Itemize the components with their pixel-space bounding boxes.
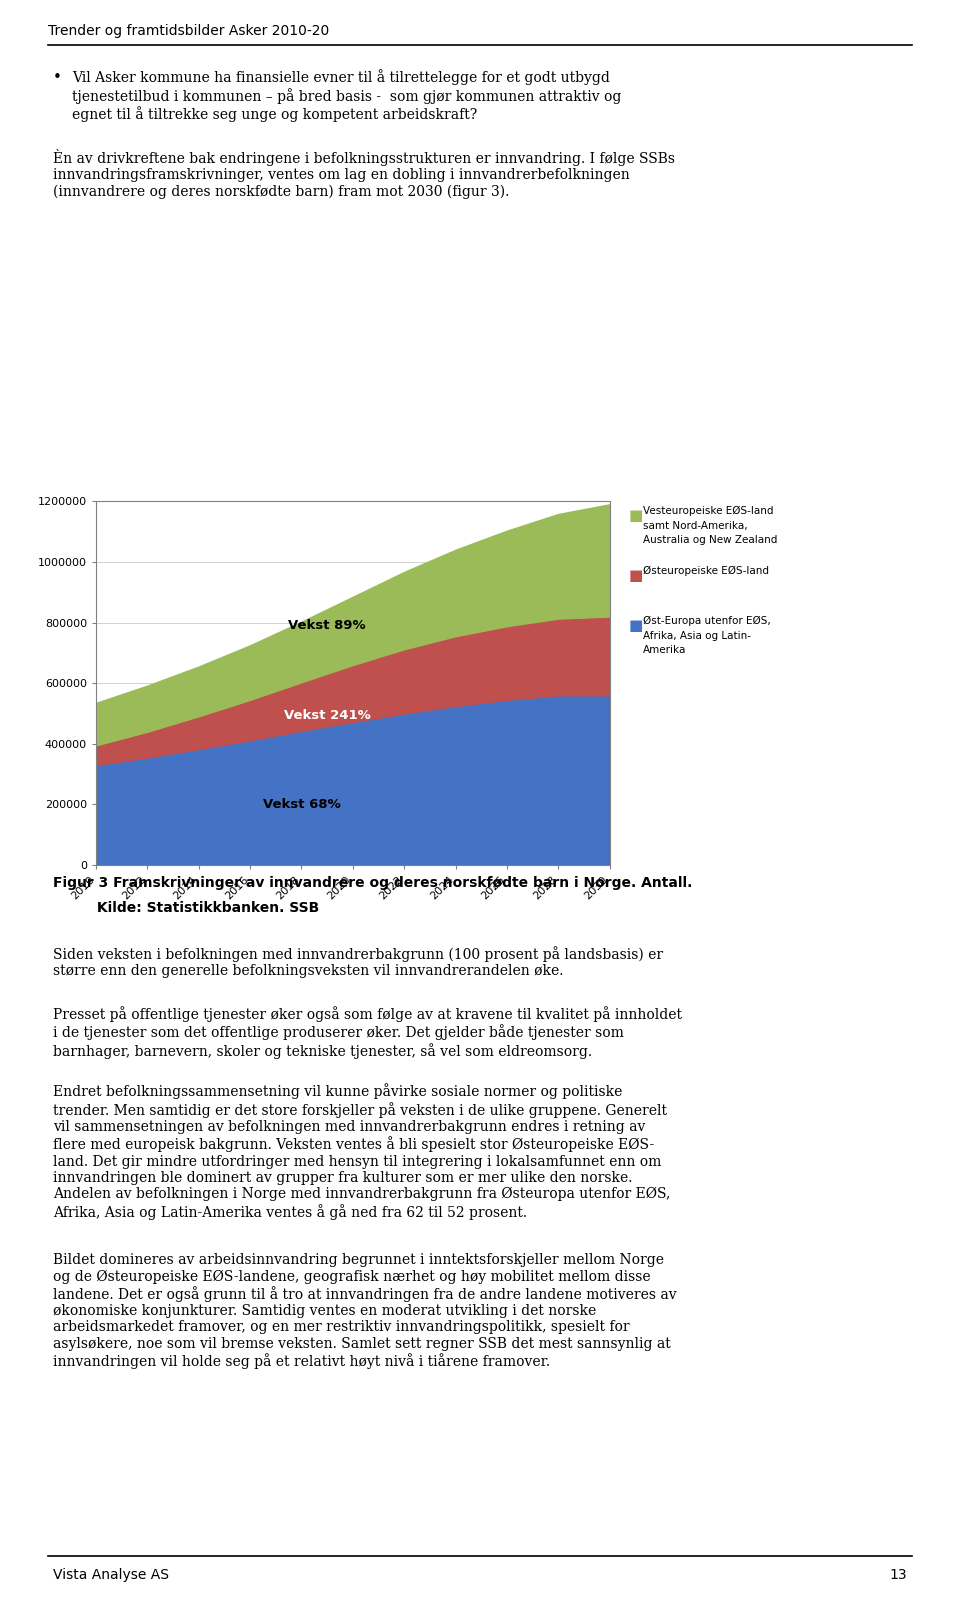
Text: Bildet domineres av arbeidsinnvandring begrunnet i inntektsforskjeller mellom No: Bildet domineres av arbeidsinnvandring b…	[53, 1253, 677, 1370]
Text: samt Nord-Amerika,: samt Nord-Amerika,	[643, 521, 748, 530]
Text: Australia og New Zealand: Australia og New Zealand	[643, 535, 778, 545]
Text: Vista Analyse AS: Vista Analyse AS	[53, 1568, 169, 1583]
Text: Vekst 68%: Vekst 68%	[263, 797, 340, 812]
Text: •: •	[53, 70, 61, 84]
Text: Afrika, Asia og Latin-: Afrika, Asia og Latin-	[643, 631, 752, 640]
Text: Figur 3 Framskrivninger av innvandrere og deres norskfødte barn i Norge. Antall.: Figur 3 Framskrivninger av innvandrere o…	[53, 876, 692, 891]
Text: Østeuropeiske EØS-land: Østeuropeiske EØS-land	[643, 566, 769, 576]
Text: ■: ■	[629, 508, 643, 522]
Text: Amerika: Amerika	[643, 645, 686, 655]
Text: Øst-Europa utenfor EØS,: Øst-Europa utenfor EØS,	[643, 616, 771, 626]
Text: Vesteuropeiske EØS-land: Vesteuropeiske EØS-land	[643, 506, 774, 516]
Text: Siden veksten i befolkningen med innvandrerbakgrunn (100 prosent på landsbasis) : Siden veksten i befolkningen med innvand…	[53, 946, 663, 978]
Text: ■: ■	[629, 618, 643, 632]
Text: Vil Asker kommune ha finansielle evner til å tilrettelegge for et godt utbygd
tj: Vil Asker kommune ha finansielle evner t…	[72, 70, 621, 123]
Text: Presset på offentlige tjenester øker også som følge av at kravene til kvalitet p: Presset på offentlige tjenester øker ogs…	[53, 1006, 682, 1059]
Text: Vekst 89%: Vekst 89%	[288, 619, 366, 632]
Text: 13: 13	[890, 1568, 907, 1583]
Text: Kilde: Statistikkbanken. SSB: Kilde: Statistikkbanken. SSB	[53, 901, 319, 915]
Text: ■: ■	[629, 568, 643, 582]
Text: Trender og framtidsbilder Asker 2010-20: Trender og framtidsbilder Asker 2010-20	[48, 24, 329, 39]
Text: Endret befolkningssammensetning vil kunne påvirke sosiale normer og politiske
tr: Endret befolkningssammensetning vil kunn…	[53, 1083, 670, 1219]
Text: Vekst 241%: Vekst 241%	[284, 708, 371, 721]
Text: Èn av drivkreftene bak endringene i befolkningsstrukturen er innvandring. I følg: Èn av drivkreftene bak endringene i befo…	[53, 149, 675, 199]
